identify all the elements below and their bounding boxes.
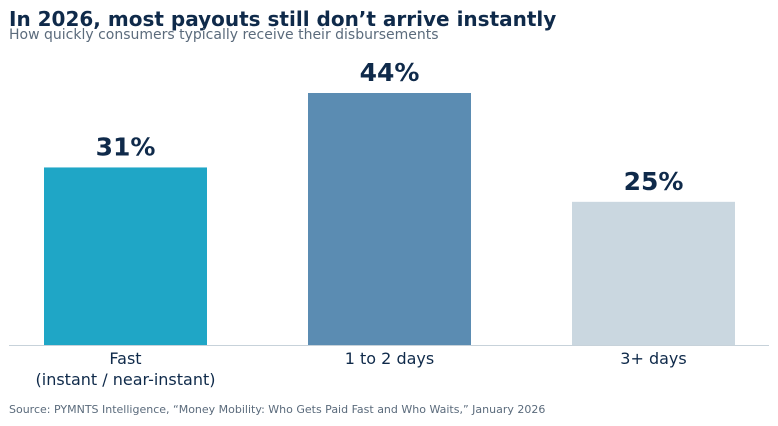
category-label-2: 1 to 2 days	[345, 349, 434, 368]
category-label-3: 3+ days	[620, 349, 686, 368]
bar-chart: 31% Fast (instant / near-instant) 44% 1 to 2…	[9, 58, 769, 389]
chart-subtitle: How quickly consumers typically receive …	[9, 27, 439, 43]
bar-3	[572, 201, 735, 345]
bar-1	[44, 167, 207, 345]
category-label-1: Fast	[109, 349, 141, 368]
category-label-1-line-2: (instant / near-instant)	[36, 370, 216, 389]
data-label-2: 44%	[360, 58, 420, 87]
data-label-3: 25%	[624, 167, 684, 196]
bar-2	[308, 93, 471, 345]
chart-title: In 2026, most payouts still don’t arrive…	[9, 7, 557, 31]
source-note: Source: PYMNTS Intelligence, “Money Mobi…	[9, 403, 546, 416]
data-label-1: 31%	[96, 132, 156, 161]
